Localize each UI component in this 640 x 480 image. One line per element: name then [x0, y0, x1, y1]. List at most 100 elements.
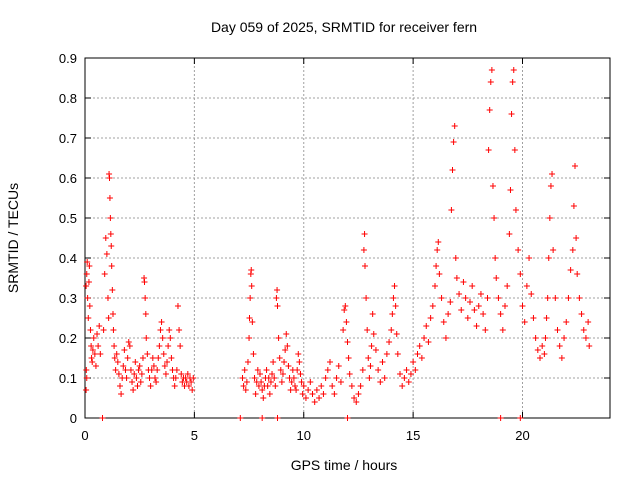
data-point [433, 263, 440, 269]
data-point [287, 387, 294, 393]
data-point [156, 343, 163, 349]
data-point [542, 335, 549, 341]
data-point [392, 303, 399, 309]
data-point [104, 295, 111, 301]
data-point [517, 415, 524, 421]
x-tick-label: 15 [406, 428, 420, 443]
data-point [259, 387, 266, 393]
data-point [105, 315, 112, 321]
y-tick-label: 0.5 [59, 211, 77, 226]
data-point [114, 359, 121, 365]
data-point [367, 363, 374, 369]
data-point [111, 355, 118, 361]
data-point [89, 359, 96, 365]
data-point [445, 311, 452, 317]
data-point [259, 415, 266, 421]
data-point [530, 315, 537, 321]
data-point [241, 367, 248, 373]
data-point [561, 335, 568, 341]
data-point [274, 303, 281, 309]
data-point [547, 183, 554, 189]
data-point [279, 371, 286, 377]
data-point [340, 327, 347, 333]
data-point [549, 171, 556, 177]
data-point [523, 283, 530, 289]
data-point [357, 383, 364, 389]
data-point [517, 271, 524, 277]
data-point [405, 379, 412, 385]
data-point [272, 383, 279, 389]
data-point [101, 271, 108, 277]
data-point [244, 359, 251, 365]
data-point [563, 319, 570, 325]
data-point [274, 287, 281, 293]
data-point [269, 371, 276, 377]
data-point [333, 375, 340, 381]
data-point [113, 351, 120, 357]
data-point [493, 275, 500, 281]
data-point [484, 295, 491, 301]
data-point [139, 355, 146, 361]
data-point [147, 383, 154, 389]
data-point [412, 367, 419, 373]
data-point [144, 351, 151, 357]
data-point [386, 339, 393, 345]
data-point [284, 343, 291, 349]
data-point [403, 367, 410, 373]
data-point [573, 235, 580, 241]
data-point [309, 391, 316, 397]
data-point [451, 123, 458, 129]
y-tick-label: 0.9 [59, 51, 77, 66]
data-point [365, 355, 372, 361]
plot-frame [84, 57, 611, 419]
data-point [311, 399, 318, 405]
data-point [462, 295, 469, 301]
data-point [337, 379, 344, 385]
data-point [167, 335, 174, 341]
data-point [574, 271, 581, 277]
data-point [118, 391, 125, 397]
data-point [418, 355, 425, 361]
data-point [110, 311, 116, 317]
data-point [136, 363, 143, 369]
data-point [106, 175, 113, 181]
data-point [131, 371, 138, 377]
data-point [528, 291, 535, 297]
data-point [84, 295, 91, 301]
data-point [388, 327, 395, 333]
data-point [397, 371, 403, 377]
data-point [362, 263, 368, 269]
data-point [508, 111, 515, 117]
data-point [521, 319, 528, 325]
data-point [95, 343, 102, 349]
data-point [126, 343, 133, 349]
data-point [87, 327, 94, 333]
data-point [368, 343, 375, 349]
data-point [492, 255, 499, 261]
x-tick-label: 20 [515, 428, 529, 443]
data-point [102, 235, 109, 241]
data-point [316, 395, 323, 401]
data-point [164, 359, 171, 365]
data-point [447, 299, 454, 305]
data-point [283, 331, 290, 337]
data-point [506, 231, 513, 237]
data-point [84, 259, 91, 265]
data-point [464, 315, 471, 321]
data-point [383, 351, 390, 357]
data-point [541, 351, 548, 357]
data-point [324, 367, 331, 373]
data-point [507, 187, 514, 193]
data-points [83, 67, 593, 421]
data-point [246, 335, 253, 341]
data-point [421, 335, 428, 341]
data-point [467, 299, 473, 305]
data-point [556, 343, 563, 349]
data-point [450, 139, 457, 145]
data-point [108, 263, 115, 269]
data-point [300, 383, 307, 389]
data-point [341, 307, 348, 313]
y-tick-label: 0.4 [59, 251, 77, 266]
data-point [375, 367, 382, 373]
